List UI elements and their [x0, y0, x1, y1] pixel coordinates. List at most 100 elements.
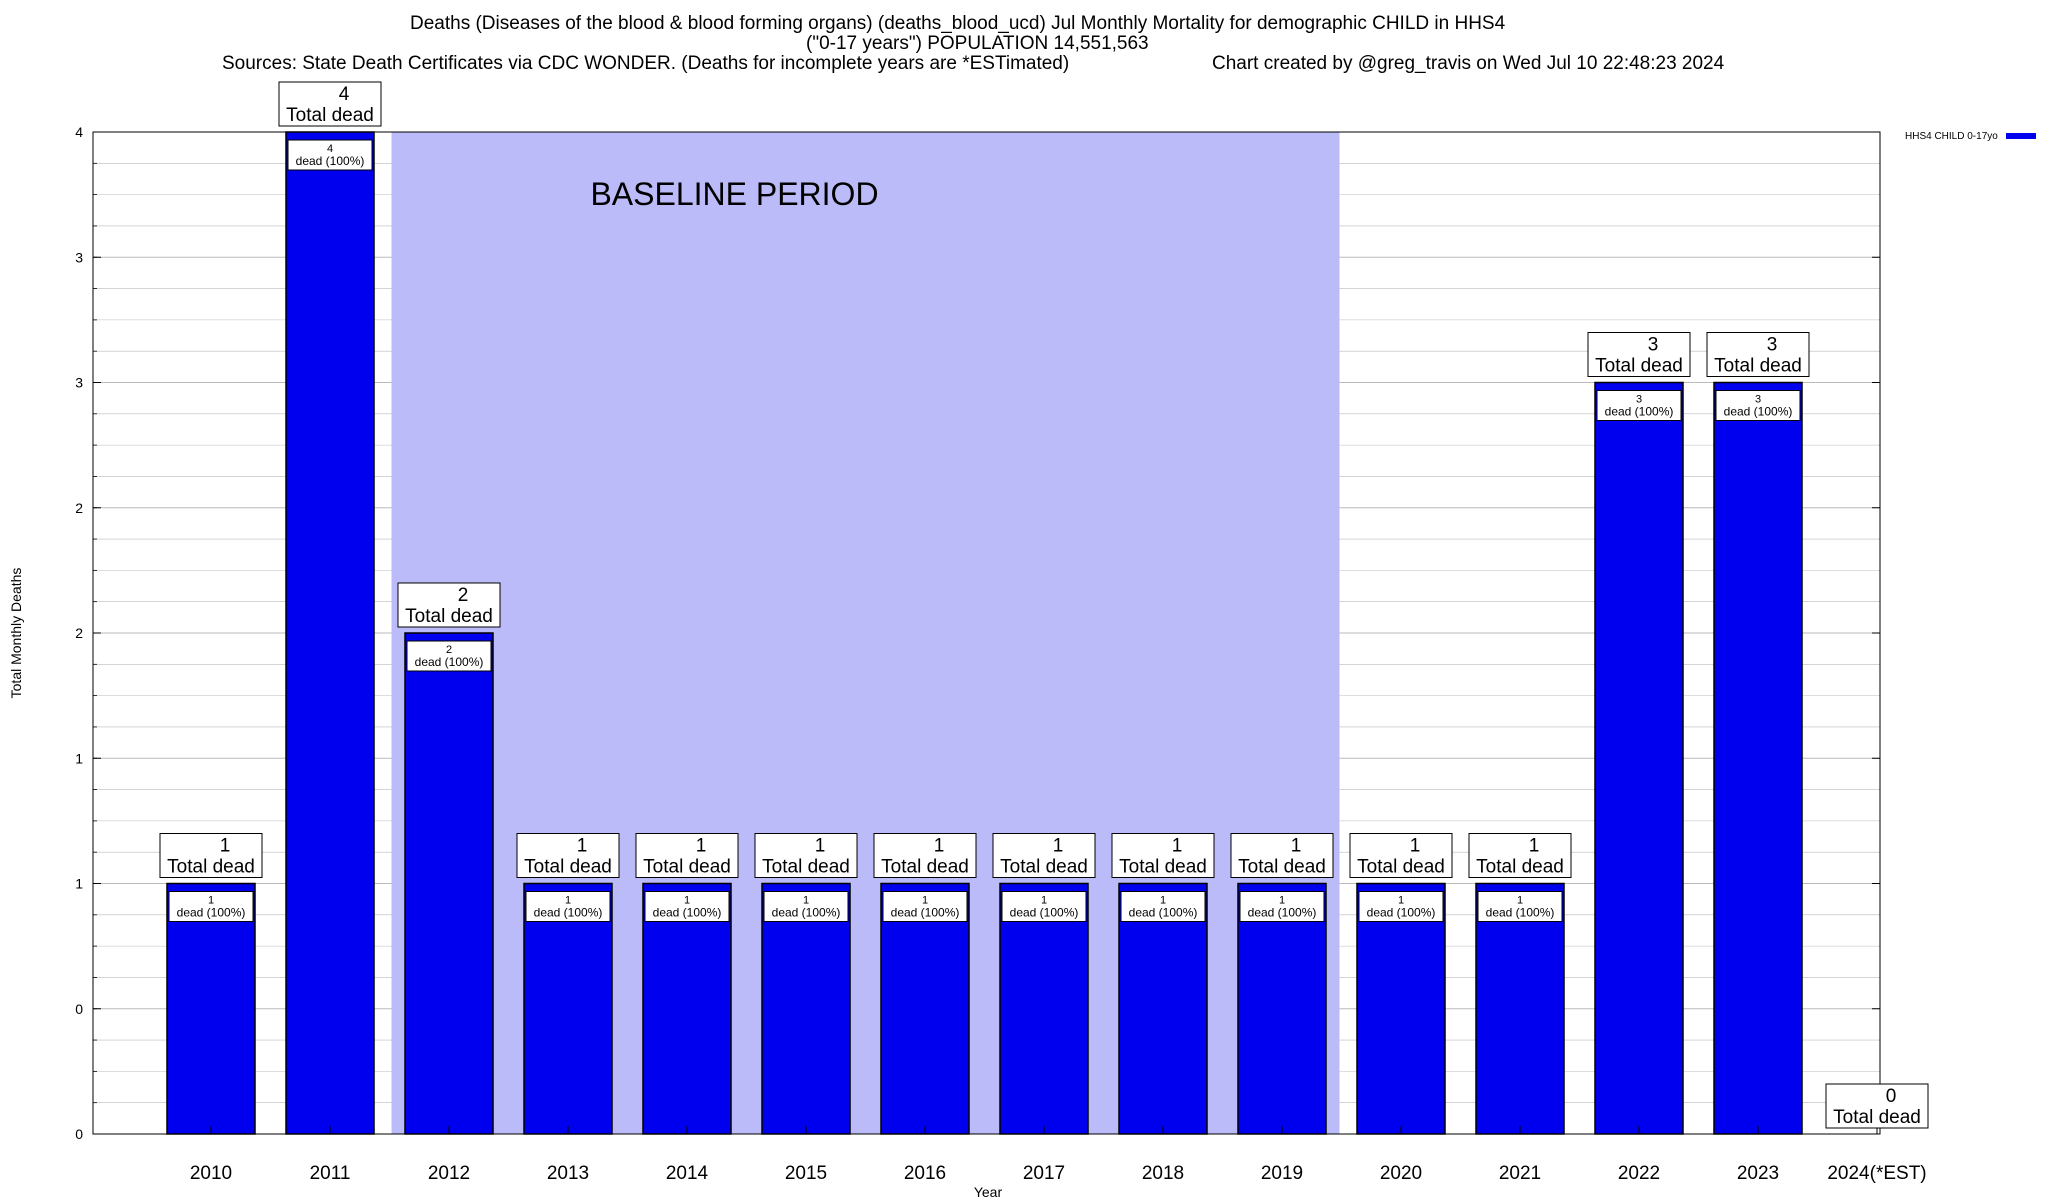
- inner-dead-box: [168, 891, 254, 922]
- total-dead-box: [1111, 833, 1215, 878]
- inner-dead-text: dead (100%): [772, 906, 841, 920]
- total-dead-box: [278, 81, 382, 127]
- total-dead-text: Total dead: [405, 606, 493, 627]
- inner-dead-text: dead (100%): [1010, 906, 1079, 920]
- total-dead-box: [1825, 1083, 1929, 1129]
- total-dead-box: [1468, 833, 1572, 878]
- chart-title-line-2: ("0-17 years") POPULATION 14,551,563: [806, 33, 1149, 54]
- bar-2011: [285, 131, 375, 1135]
- inner-dead-text: dead (100%): [1248, 906, 1317, 920]
- inner-dead-box: [1239, 891, 1325, 922]
- inner-dead-text: dead (100%): [415, 655, 484, 669]
- inner-dead-value: 3: [1755, 394, 1761, 406]
- total-dead-value: 1: [934, 836, 945, 857]
- total-dead-text: Total dead: [1357, 857, 1445, 878]
- y-tick-label: 0: [75, 1126, 83, 1142]
- total-dead-value: 3: [1648, 335, 1659, 356]
- x-tick-label: 2017: [1023, 1163, 1065, 1184]
- x-tick-label: 2019: [1261, 1163, 1303, 1184]
- inner-dead-text: dead (100%): [177, 906, 246, 920]
- x-tick-label: 2010: [190, 1163, 232, 1184]
- bar-2018: [1118, 882, 1208, 1135]
- y-tick-label: 2: [75, 500, 83, 516]
- inner-dead-value: 1: [684, 895, 690, 907]
- inner-dead-text: dead (100%): [653, 906, 722, 920]
- inner-dead-value: 1: [803, 895, 809, 907]
- inner-dead-text: dead (100%): [1724, 405, 1793, 419]
- total-dead-box: [397, 582, 501, 628]
- total-dead-text: Total dead: [881, 857, 969, 878]
- total-dead-value: 4: [339, 84, 350, 105]
- y-tick-label: 2: [75, 625, 83, 641]
- total-dead-value: 1: [1172, 836, 1183, 857]
- inner-dead-value: 4: [327, 143, 333, 155]
- inner-dead-value: 1: [208, 895, 214, 907]
- x-tick-label: 2021: [1499, 1163, 1541, 1184]
- x-tick-label: 2018: [1142, 1163, 1184, 1184]
- total-dead-value: 1: [1291, 836, 1302, 857]
- x-tick-label: 2024(*EST): [1827, 1163, 1926, 1184]
- total-dead-text: Total dead: [762, 857, 850, 878]
- chart-credit: Chart created by @greg_travis on Wed Jul…: [1212, 53, 1725, 74]
- y-tick-label: 3: [75, 375, 83, 391]
- total-dead-box: [1706, 332, 1810, 377]
- bar-2019: [1237, 882, 1327, 1135]
- total-dead-text: Total dead: [1119, 857, 1207, 878]
- bar-2022: [1594, 381, 1684, 1135]
- y-tick-label: 0: [75, 1001, 83, 1017]
- inner-dead-text: dead (100%): [1605, 405, 1674, 419]
- total-dead-box: [516, 833, 620, 878]
- inner-dead-value: 1: [1160, 895, 1166, 907]
- total-dead-box: [873, 833, 977, 878]
- bars: [166, 131, 1803, 1135]
- inner-dead-value: 3: [1636, 394, 1642, 406]
- inner-dead-box: [763, 891, 849, 922]
- inner-dead-box: [1001, 891, 1087, 922]
- bar-2021: [1475, 882, 1565, 1135]
- y-tick-label: 3: [75, 249, 83, 265]
- chart-title-line-1: Deaths (Diseases of the blood & blood fo…: [410, 13, 1506, 34]
- x-axis-label: Year: [974, 1184, 1003, 1200]
- total-dead-text: Total dead: [286, 105, 374, 126]
- bar-2012: [404, 632, 494, 1135]
- inner-dead-box: [1358, 891, 1444, 922]
- inner-dead-box: [1596, 390, 1682, 421]
- total-dead-text: Total dead: [167, 857, 255, 878]
- inner-dead-text: dead (100%): [296, 154, 365, 168]
- total-dead-text: Total dead: [643, 857, 731, 878]
- inner-dead-value: 1: [1041, 895, 1047, 907]
- inner-dead-text: dead (100%): [1486, 906, 1555, 920]
- x-tick-label: 2013: [547, 1163, 589, 1184]
- total-dead-value: 1: [1053, 836, 1064, 857]
- legend-swatch: [2005, 133, 2036, 140]
- inner-dead-value: 1: [1279, 895, 1285, 907]
- bar-2023: [1713, 381, 1803, 1135]
- total-dead-value: 1: [220, 836, 231, 857]
- inner-dead-box: [1477, 891, 1563, 922]
- total-dead-value: 1: [577, 836, 588, 857]
- x-tick-label: 2012: [428, 1163, 470, 1184]
- total-dead-value: 3: [1767, 335, 1778, 356]
- inner-dead-box: [525, 891, 611, 922]
- inner-dead-box: [882, 891, 968, 922]
- x-tick-label: 2023: [1737, 1163, 1779, 1184]
